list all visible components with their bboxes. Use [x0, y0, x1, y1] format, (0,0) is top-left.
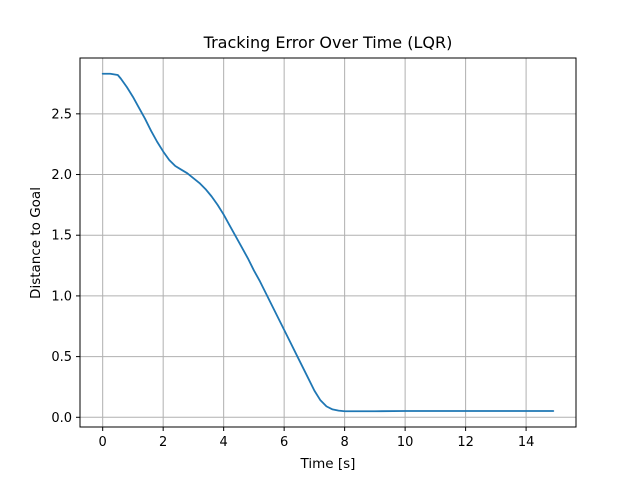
y-tick-label: 2.5 [51, 107, 72, 122]
series-line [101, 72, 555, 413]
x-tick-label: 4 [220, 435, 228, 450]
y-axis-label: Distance to Goal [28, 187, 44, 299]
x-tick-label: 10 [397, 435, 414, 450]
ticks: 0 2 4 6 8 10 12 14 0.0 0.5 1.0 1.5 2.0 2.5 [51, 107, 534, 450]
chart-title: Tracking Error Over Time (LQR) [203, 33, 453, 52]
series-layer [101, 72, 555, 413]
grid [80, 58, 576, 427]
x-axis-label: Time [s] [300, 456, 356, 472]
y-tick-label: 1.5 [51, 229, 72, 244]
x-tick-label: 6 [280, 435, 288, 450]
x-tick-label: 2 [159, 435, 167, 450]
x-tick-label: 0 [99, 435, 107, 450]
x-tick-label: 14 [518, 435, 535, 450]
y-tick-label: 1.0 [51, 289, 72, 304]
x-tick-label: 12 [457, 435, 474, 450]
plot-area-frame [79, 57, 577, 428]
x-tick-label: 8 [340, 435, 348, 450]
y-tick-label: 2.0 [51, 168, 72, 183]
y-tick-label: 0.5 [51, 350, 72, 365]
y-tick-label: 0.0 [51, 411, 72, 426]
